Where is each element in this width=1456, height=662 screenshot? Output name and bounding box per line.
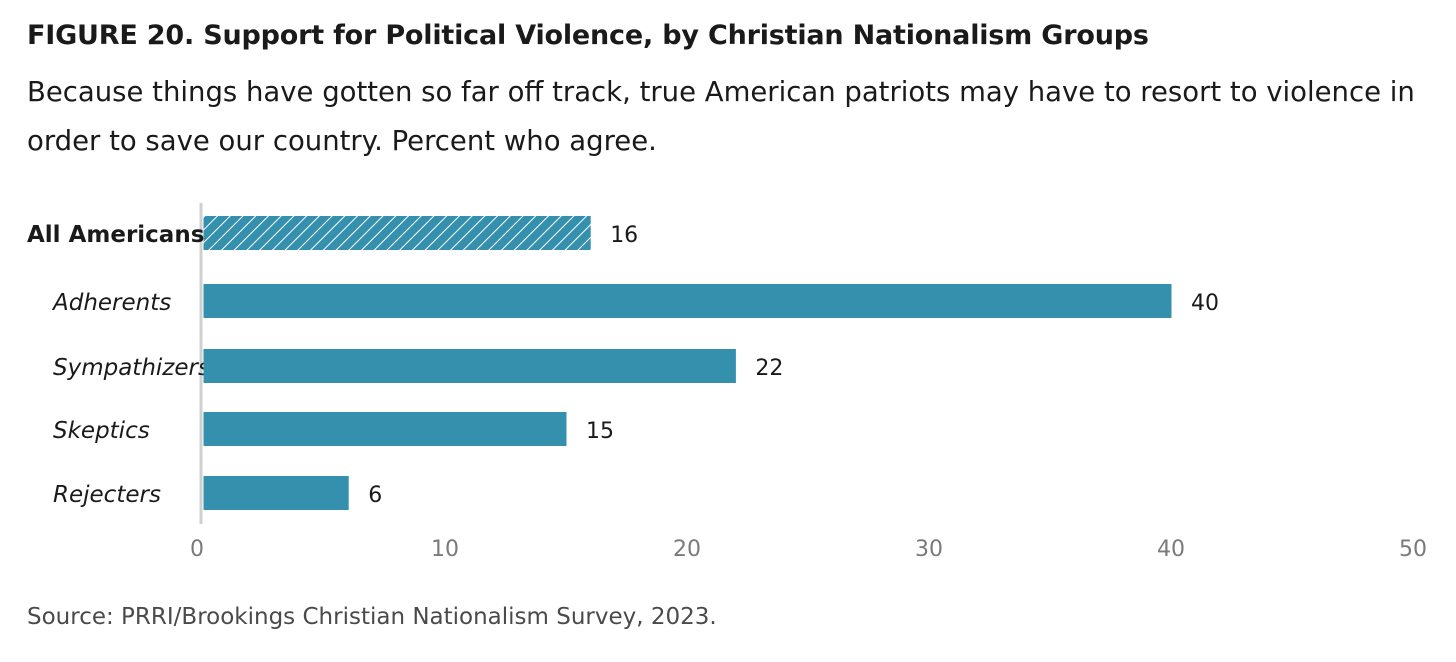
x-tick-label: 30	[915, 537, 943, 562]
x-tick-label: 20	[673, 537, 701, 562]
data-label: 6	[368, 483, 382, 508]
category-label: Rejecters	[53, 482, 161, 508]
x-tick-label: 10	[431, 537, 459, 562]
x-tick-label: 0	[190, 537, 204, 562]
source-note: Source: PRRI/Brookings Christian Nationa…	[27, 604, 717, 630]
category-label: Adherents	[51, 290, 171, 316]
chart-title: FIGURE 20. Support for Political Violenc…	[27, 20, 1149, 51]
data-label: 40	[1191, 291, 1219, 316]
chart-subtitle: Because things have gotten so far off tr…	[27, 76, 1415, 157]
category-label: Skeptics	[53, 418, 150, 444]
x-tick-label: 50	[1399, 537, 1427, 562]
data-label: 15	[586, 419, 614, 444]
data-label: 16	[610, 223, 638, 248]
category-label: Sympathizers	[53, 355, 210, 381]
bar	[203, 412, 567, 446]
bar	[203, 476, 349, 510]
bar	[203, 284, 1172, 318]
x-tick-label: 40	[1157, 537, 1185, 562]
bar-hatched	[203, 216, 591, 250]
category-label: All Americans	[27, 222, 204, 248]
data-label: 22	[755, 356, 783, 381]
bar	[203, 349, 736, 383]
bar-chart: All Americans 16 Adherents 40 Sympathizers 22…	[27, 203, 1427, 562]
